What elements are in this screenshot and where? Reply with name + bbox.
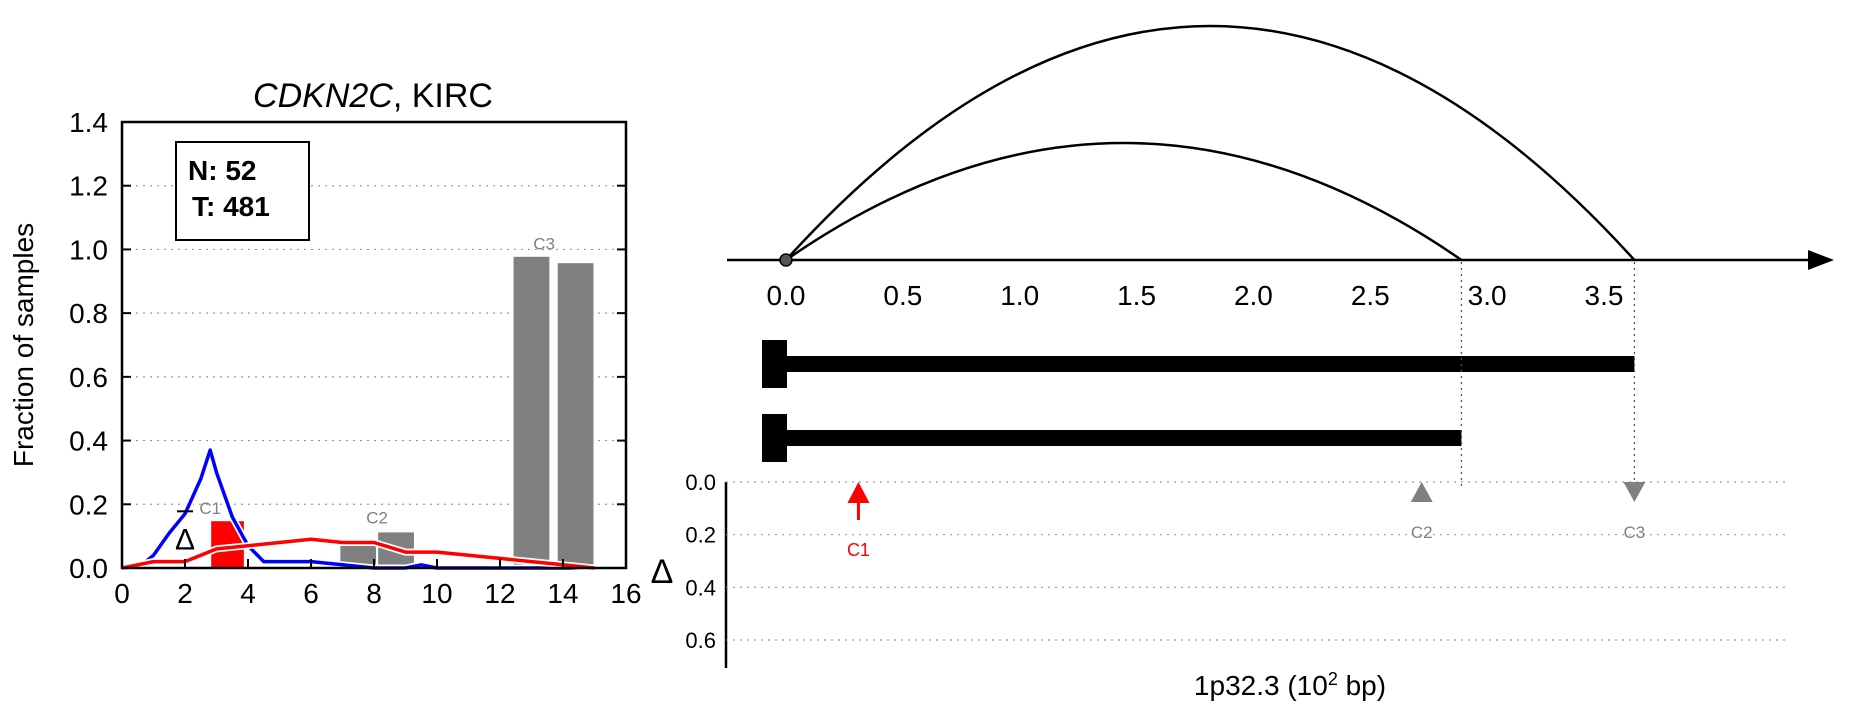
axis-arrowhead-icon [1808, 250, 1834, 270]
genomic-axis: 0.0 0.5 1.0 1.5 2.0 2.5 3.0 3.5 [727, 250, 1834, 311]
y-tick-label: 0.6 [69, 362, 108, 393]
genomic-tick-label: 1.0 [1000, 280, 1039, 311]
transcript-body [786, 430, 1462, 446]
legend-tumor-count: T: 481 [192, 191, 270, 222]
genomic-tick-label: 2.5 [1351, 280, 1390, 311]
bar-label-c2: C2 [366, 508, 388, 527]
bar-label-c3: C3 [533, 234, 555, 253]
x-tick-label: 6 [303, 578, 319, 609]
junction-arc [785, 141, 1463, 262]
delta-axis-label: Δ [651, 553, 674, 591]
legend-box: N: 52 T: 481 [175, 141, 310, 241]
left-axis-ticks: 0 2 4 6 8 10 12 14 16 0.0 0.2 0.4 0.6 0.8 1.0 1.2 1.4 [69, 107, 642, 609]
junction-arc [785, 24, 1636, 261]
x-tick-label: 12 [484, 578, 515, 609]
transcripts [762, 262, 1636, 490]
marker-c3-label: C3 [1624, 523, 1646, 542]
y-tick-label: 1.4 [69, 107, 108, 138]
delta-tick-label: 0.6 [685, 628, 716, 653]
y-tick-label: 1.2 [69, 171, 108, 202]
marker-c1-arrowhead [847, 482, 870, 503]
genomic-tick-label: 3.5 [1585, 280, 1624, 311]
delta-marker: Δ [175, 523, 195, 556]
title-cancer: , KIRC [393, 77, 493, 115]
transcript-exon-block [762, 414, 787, 462]
left-chart: CDKN2C, KIRC C1 C2 C3 Δ 0 2 4 6 8 10 12 14 16 0.0 0.… [8, 77, 642, 609]
left-bars [209, 254, 596, 570]
delta-tick-label: 0.2 [685, 523, 716, 548]
legend-frame [175, 141, 310, 241]
x-tick-label: 14 [547, 578, 578, 609]
delta-tick-label: 0.0 [685, 470, 716, 495]
anchor-point [779, 253, 793, 267]
genomic-tick-label: 0.5 [883, 280, 922, 311]
title-gene: CDKN2C [253, 77, 393, 115]
y-tick-label: 1.0 [69, 234, 108, 265]
y-tick-label: 0.0 [69, 553, 108, 584]
left-markers: Δ [175, 510, 195, 556]
junction-arcs [785, 24, 1636, 262]
x-tick-label: 2 [177, 578, 193, 609]
genomic-region-label: 1p32.3 (102 bp) [1194, 669, 1386, 701]
region-label-text: 1p32.3 (10 [1194, 670, 1328, 701]
delta-markers: C1 C2 C3 [847, 482, 1646, 560]
y-tick-label: 0.2 [69, 489, 108, 520]
series-line-red [121, 537, 595, 570]
region-label-exponent: 2 [1328, 669, 1338, 689]
x-tick-label: 0 [114, 578, 130, 609]
genomic-tick-label: 1.5 [1117, 280, 1156, 311]
bar-c3 [555, 261, 596, 569]
delta-track: 0.0 0.2 0.4 0.6 [685, 470, 1790, 668]
region-label-unit: bp) [1338, 670, 1386, 701]
bar-label-c1: C1 [199, 499, 221, 518]
marker-c3-marker [1623, 482, 1646, 502]
left-bar-labels: C1 C2 C3 [199, 234, 555, 527]
bar-c3 [511, 254, 552, 570]
x-tick-label: 16 [610, 578, 641, 609]
x-tick-label: 4 [240, 578, 256, 609]
genomic-tick-label: 0.0 [767, 280, 806, 311]
genomic-tick-label: 3.0 [1468, 280, 1507, 311]
marker-c2-marker [1410, 482, 1433, 502]
x-tick-label: 8 [366, 578, 382, 609]
y-tick-label: 0.4 [69, 426, 108, 457]
marker-c1-label: C1 [847, 540, 870, 560]
legend-normal-count: N: 52 [188, 155, 256, 186]
marker-c2-label: C2 [1411, 523, 1433, 542]
right-chart: 0.0 0.5 1.0 1.5 2.0 2.5 3.0 3.5 0.0 0.2 0.4 0.6 C1… [651, 24, 1834, 701]
y-tick-label: 0.8 [69, 298, 108, 329]
genomic-tick-label: 2.0 [1234, 280, 1273, 311]
transcript-body [786, 356, 1635, 372]
left-y-axis-label: Fraction of samples [8, 223, 39, 467]
delta-tick-label: 0.4 [685, 575, 716, 600]
transcript-exon-block [762, 340, 787, 388]
left-chart-title: CDKN2C, KIRC [253, 77, 493, 115]
x-tick-label: 10 [421, 578, 452, 609]
